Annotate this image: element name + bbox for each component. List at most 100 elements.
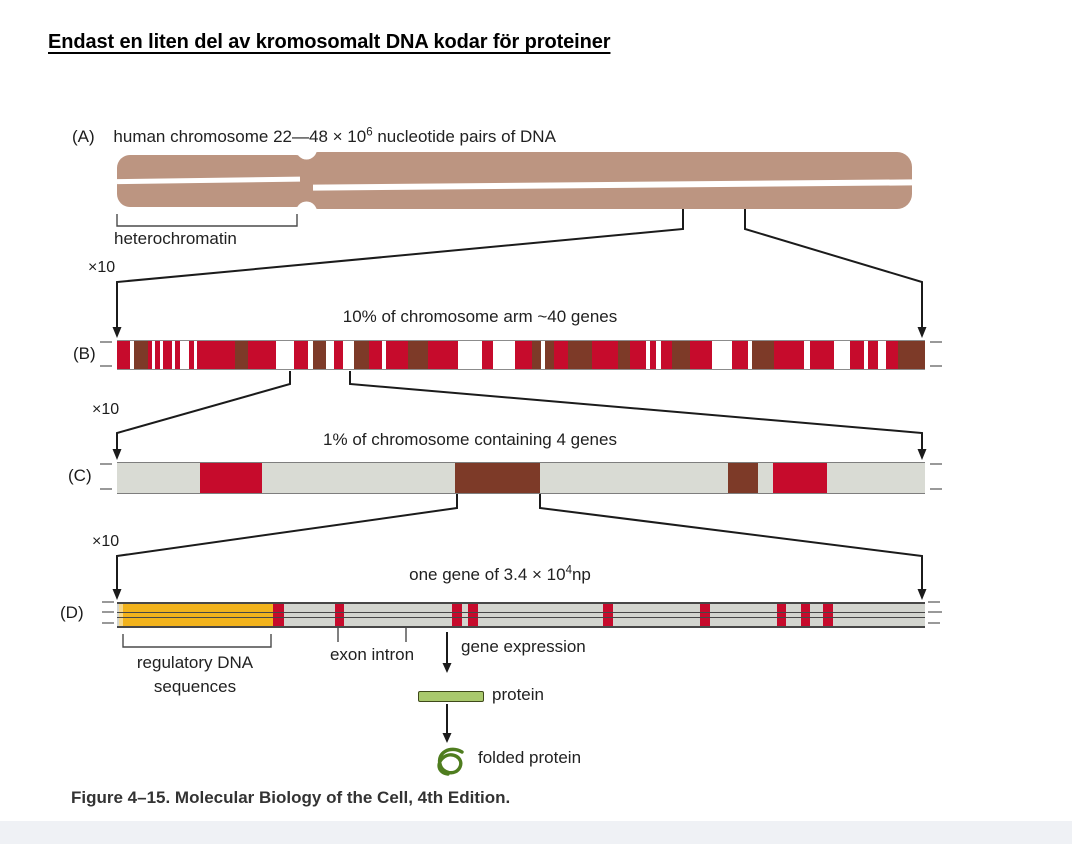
bar-segment	[886, 341, 898, 369]
regulatory-label: regulatory DNA sequences	[105, 651, 285, 699]
dna-strand-lines	[117, 612, 925, 618]
bar-segment	[532, 341, 541, 369]
exon-stripe	[823, 604, 833, 626]
bar-segment	[313, 341, 326, 369]
bar-b-segments	[117, 340, 925, 370]
bar-segment	[752, 341, 774, 369]
arrowhead-d-right	[917, 589, 927, 600]
bar-segment	[248, 341, 276, 369]
bar-segment	[200, 463, 262, 493]
exon-stripe	[603, 604, 613, 626]
exon-stripe	[468, 604, 478, 626]
protein-label: protein	[492, 685, 544, 704]
bar-segment	[194, 341, 197, 369]
bar-segment	[235, 341, 248, 369]
heterochromatin-label: heterochromatin	[114, 229, 237, 248]
arrowhead-d-left	[112, 589, 122, 600]
gene-bar	[117, 602, 925, 628]
chromosome-illustration	[116, 138, 913, 223]
bar-segment	[568, 341, 592, 369]
bar-segment	[827, 463, 925, 493]
regulatory-label-line1: regulatory DNA	[136, 653, 254, 672]
bar-segment	[515, 341, 532, 369]
bar-segment	[175, 341, 180, 369]
panel-d-caption: one gene of 3.4 × 104np	[80, 565, 920, 585]
folded-protein-icon	[437, 747, 464, 776]
connector-a-to-b	[116, 209, 923, 327]
bar-segment	[155, 341, 160, 369]
bar-segment	[661, 341, 672, 369]
connector-c-to-d	[116, 493, 923, 589]
bar-segment	[382, 341, 386, 369]
bar-segment	[774, 341, 784, 369]
panel-a-text-suffix: nucleotide pairs of DNA	[372, 127, 556, 146]
heterochromatin-bracket	[116, 214, 298, 227]
bar-segment	[455, 463, 540, 493]
bar-segment	[262, 463, 455, 493]
bar-segment	[197, 341, 235, 369]
bar-segment	[326, 341, 334, 369]
bar-segment	[554, 341, 568, 369]
bar-d-stripes	[117, 604, 925, 626]
bar-segment	[810, 341, 834, 369]
bar-segment	[690, 341, 712, 369]
bar-segment	[728, 463, 758, 493]
exon-stripe	[273, 604, 284, 626]
bar-segment	[134, 341, 148, 369]
panel-d-text: one gene of 3.4 × 10	[409, 565, 566, 584]
panel-c-letter: (C)	[68, 466, 92, 485]
bar-segment	[656, 341, 661, 369]
exon-intron-ticks	[337, 628, 407, 642]
bar-segment	[172, 341, 175, 369]
zoom-x10-label-3: ×10	[92, 533, 120, 550]
bar-segment	[773, 463, 827, 493]
zoom-x10-label-1: ×10	[88, 259, 116, 276]
bar-segment	[343, 341, 354, 369]
bar-segment	[458, 341, 482, 369]
arrowhead-c-right	[917, 449, 927, 460]
bar-segment	[163, 341, 172, 369]
exon-stripe	[801, 604, 810, 626]
bar-segment	[868, 341, 878, 369]
bar-segment	[160, 341, 163, 369]
bar-segment	[130, 341, 134, 369]
bar-segment	[294, 341, 308, 369]
bar-segment	[758, 463, 773, 493]
bar-segment	[482, 341, 493, 369]
panel-d-letter: (D)	[60, 603, 84, 622]
connector-b-to-c	[116, 371, 923, 449]
bar-break-dashes	[100, 341, 942, 624]
bar-segment	[428, 341, 458, 369]
exon-stripe	[452, 604, 462, 626]
bar-segment	[672, 341, 690, 369]
panel-b-caption: 10% of chromosome arm ~40 genes	[342, 307, 618, 326]
bar-segment	[334, 341, 343, 369]
gene-expression-label: gene expression	[461, 637, 586, 656]
bar-segment	[541, 341, 545, 369]
protein-bar	[418, 691, 484, 702]
panel-d-text-suffix: np	[571, 565, 591, 584]
bar-segment	[276, 341, 294, 369]
regulatory-region	[123, 604, 273, 626]
arrowhead-b-right	[917, 327, 927, 338]
panel-b-letter: (B)	[73, 344, 96, 363]
bar-segment	[493, 341, 515, 369]
bar-segment	[850, 341, 864, 369]
bar-segment	[712, 341, 732, 369]
bar-segment	[540, 463, 728, 493]
bar-segment	[618, 341, 630, 369]
bar-segment	[650, 341, 656, 369]
panel-a-text: human chromosome 22—48 × 10	[113, 127, 367, 146]
bottom-strip	[0, 821, 1072, 844]
bar-segment	[369, 341, 382, 369]
folded-protein-label: folded protein	[478, 748, 582, 767]
bar-segment	[386, 341, 408, 369]
bar-segment	[354, 341, 369, 369]
zoom-x10-label-2: ×10	[92, 401, 120, 418]
bar-segment	[592, 341, 618, 369]
bar-segment	[148, 341, 152, 369]
exon-intron-label: exon intron	[329, 645, 415, 664]
regulatory-label-line2: sequences	[153, 677, 237, 696]
arrowhead-gene-expression	[442, 663, 452, 673]
